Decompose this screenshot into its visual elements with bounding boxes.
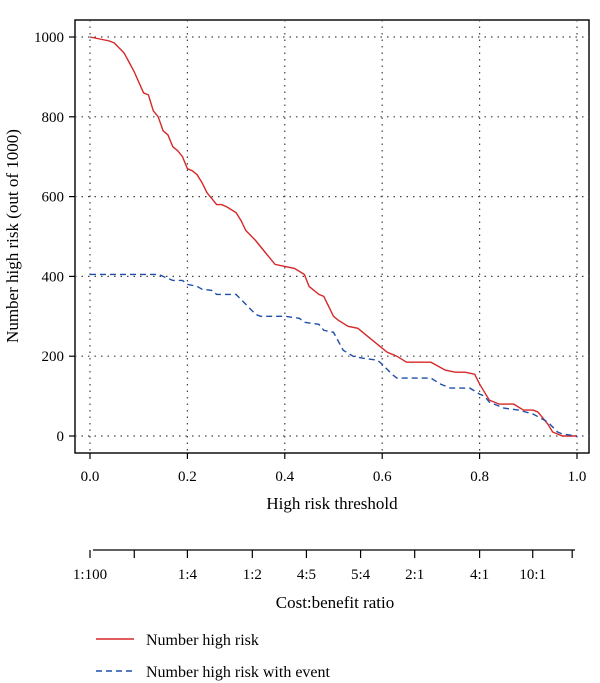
- series-line-number-high-risk-with-event: [90, 273, 578, 437]
- x-tick-label-3: 0.6: [373, 469, 392, 485]
- series-line-number-high-risk: [89, 36, 577, 437]
- cost-benefit-tick-label-0: 1:100: [73, 567, 107, 583]
- legend: Number high risk Number high risk with e…: [96, 632, 331, 681]
- grid: [75, 20, 589, 453]
- y-tick-label-4: 800: [42, 110, 65, 126]
- x-axis: 0.0 0.2 0.4 0.6 0.8 1.0: [81, 453, 587, 485]
- y-axis: 0 200 400 600 800 1000: [34, 30, 75, 445]
- cost-benefit-ticks: 1:100 1:4 1:2 4:5 5:4 2:1 4:1 10:1: [73, 550, 573, 583]
- y-tick-label-5: 1000: [34, 30, 64, 46]
- cost-benefit-tick-label-7: 4:1: [470, 567, 489, 583]
- y-tick-label-1: 200: [42, 349, 65, 365]
- cost-benefit-axis: 1:100 1:4 1:2 4:5 5:4 2:1 4:1 10:1 Cost:benefit…: [73, 549, 575, 612]
- y-tick-label-2: 400: [42, 269, 65, 285]
- cost-benefit-axis-label: Cost:benefit ratio: [276, 593, 395, 612]
- cost-benefit-tick-label-5: 5:4: [351, 567, 371, 583]
- cost-benefit-tick-label-6: 2:1: [405, 567, 424, 583]
- legend-label-number-high-risk-with-event: Number high risk with event: [146, 664, 331, 681]
- series-layer: [89, 36, 578, 437]
- x-tick-label-4: 0.8: [470, 469, 489, 485]
- y-tick-label-0: 0: [57, 429, 65, 445]
- legend-label-number-high-risk: Number high risk: [146, 632, 259, 649]
- x-tick-label-0: 0.0: [81, 469, 100, 485]
- x-tick-label-2: 0.4: [275, 469, 294, 485]
- cost-benefit-tick-label-3: 1:2: [243, 567, 262, 583]
- y-tick-label-3: 600: [42, 190, 65, 206]
- cost-benefit-tick-label-2: 1:4: [178, 567, 198, 583]
- x-axis-label: High risk threshold: [266, 494, 398, 513]
- plot-border: [74, 19, 590, 454]
- cost-benefit-tick-label-8: 10:1: [519, 567, 546, 583]
- cost-benefit-tick-label-4: 4:5: [297, 567, 316, 583]
- x-tick-label-5: 1.0: [568, 469, 587, 485]
- x-tick-label-1: 0.2: [178, 469, 197, 485]
- y-axis-label: Number high risk (out of 1000): [3, 129, 22, 343]
